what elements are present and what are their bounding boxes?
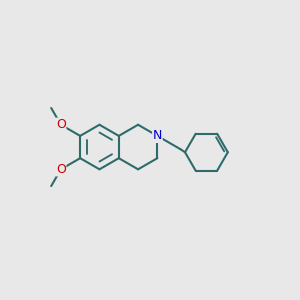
Text: O: O: [56, 163, 66, 176]
Text: N: N: [153, 129, 162, 142]
Text: O: O: [56, 118, 66, 131]
